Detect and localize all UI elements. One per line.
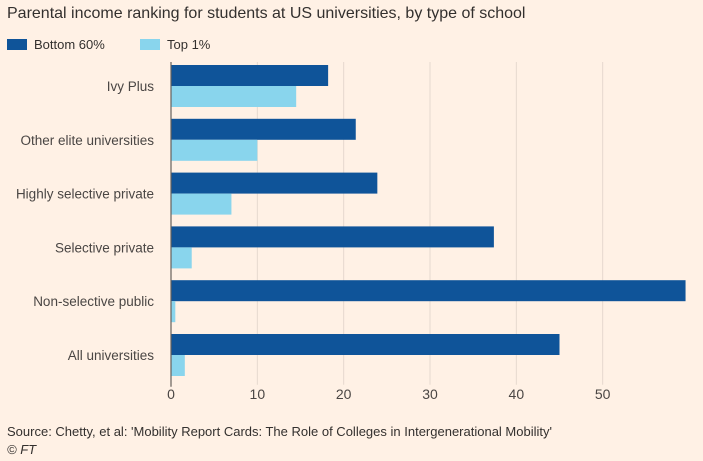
bar-top-1 — [171, 355, 185, 376]
category-label: Selective private — [55, 240, 154, 255]
x-tick-label: 40 — [509, 386, 525, 402]
chart-title: Parental income ranking for students at … — [7, 5, 526, 22]
x-tick-label: 0 — [167, 386, 175, 402]
source-note: Source: Chetty, et al: 'Mobility Report … — [7, 424, 552, 439]
bar-top-1 — [171, 193, 232, 215]
bar-top-1 — [171, 301, 176, 323]
legend-label-bottom-60: Bottom 60% — [34, 37, 105, 52]
legend-swatch-bottom-60 — [7, 39, 27, 50]
bar-top-1 — [171, 86, 297, 107]
category-label: Highly selective private — [16, 187, 154, 202]
legend-item-bottom-60: Bottom 60% — [7, 37, 105, 52]
category-label: Other elite universities — [20, 133, 154, 148]
bar-bottom-60 — [171, 280, 686, 302]
category-label: All universities — [68, 348, 155, 363]
x-tick-label: 10 — [250, 386, 266, 402]
bar-bottom-60 — [171, 118, 356, 140]
x-tick-label: 50 — [595, 386, 611, 402]
bar-bottom-60 — [171, 172, 378, 194]
bar-top-1 — [171, 139, 258, 161]
bar-bottom-60 — [171, 226, 494, 248]
legend-item-top-1: Top 1% — [140, 37, 210, 52]
credit-note: © FT — [7, 442, 37, 457]
bar-top-1 — [171, 247, 192, 269]
bar-bottom-60 — [171, 334, 560, 355]
x-tick-label: 20 — [336, 386, 352, 402]
legend-swatch-top-1 — [140, 39, 160, 50]
legend-label-top-1: Top 1% — [167, 37, 211, 52]
category-label: Ivy Plus — [107, 79, 155, 94]
x-tick-label: 30 — [422, 386, 438, 402]
bar-bottom-60 — [171, 65, 329, 86]
category-label: Non-selective public — [33, 294, 154, 309]
